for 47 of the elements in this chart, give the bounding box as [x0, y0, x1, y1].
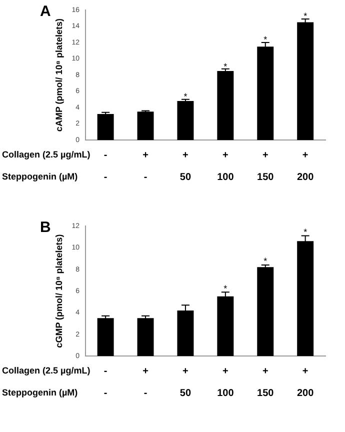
x-tick-label: 200 — [296, 172, 314, 183]
text: + — [142, 366, 149, 377]
annotation: * — [224, 61, 228, 72]
chart-title: A — [40, 3, 51, 20]
text: + — [182, 366, 189, 377]
x-tick-label: 200 — [296, 388, 314, 399]
annotation: * — [264, 256, 268, 266]
x-axis-title: Steppogenin (µM) — [2, 171, 78, 182]
annotation: * — [224, 283, 228, 294]
text: + — [262, 150, 268, 161]
y-axis-title: cAMP (pmol/ 10⁸ platelets) — [54, 18, 64, 132]
text: + — [262, 366, 268, 377]
x-tick-label: 150 — [257, 388, 274, 399]
x-tick-label: 100 — [217, 172, 234, 183]
bar — [217, 70, 234, 140]
text: + — [142, 150, 149, 161]
text: + — [182, 150, 189, 161]
x-tick-label: - — [144, 172, 148, 183]
x-tick-label: 50 — [180, 172, 192, 183]
y-axis-title: cGMP (pmol/ 10⁸ platelets) — [54, 234, 64, 348]
bar — [137, 112, 154, 140]
bar — [97, 114, 114, 140]
text: - — [104, 366, 108, 377]
x-tick-label: - — [104, 172, 108, 183]
text: Collagen (2.5 µg/mL) — [2, 149, 90, 160]
text: Collagen (2.5 µg/mL) — [2, 365, 90, 376]
bar — [137, 318, 154, 356]
annotation: * — [264, 34, 268, 45]
bar — [257, 267, 274, 356]
x-tick-label: - — [104, 388, 108, 399]
text: + — [222, 366, 228, 377]
x-tick-label: 150 — [257, 172, 274, 183]
annotation: * — [184, 91, 188, 102]
text: + — [302, 366, 308, 377]
annotation: * — [304, 226, 308, 237]
text: - — [104, 150, 108, 161]
bar — [297, 22, 314, 140]
x-tick-label: - — [144, 388, 148, 399]
x-axis-title: Steppogenin (µM) — [2, 387, 78, 398]
x-tick-label: 100 — [217, 388, 234, 399]
annotation: * — [304, 10, 308, 21]
x-tick-label: 50 — [180, 388, 192, 399]
bar — [97, 318, 114, 356]
chart-title: B — [40, 219, 51, 236]
text: + — [302, 150, 308, 161]
text: + — [222, 150, 228, 161]
bar — [177, 101, 194, 140]
